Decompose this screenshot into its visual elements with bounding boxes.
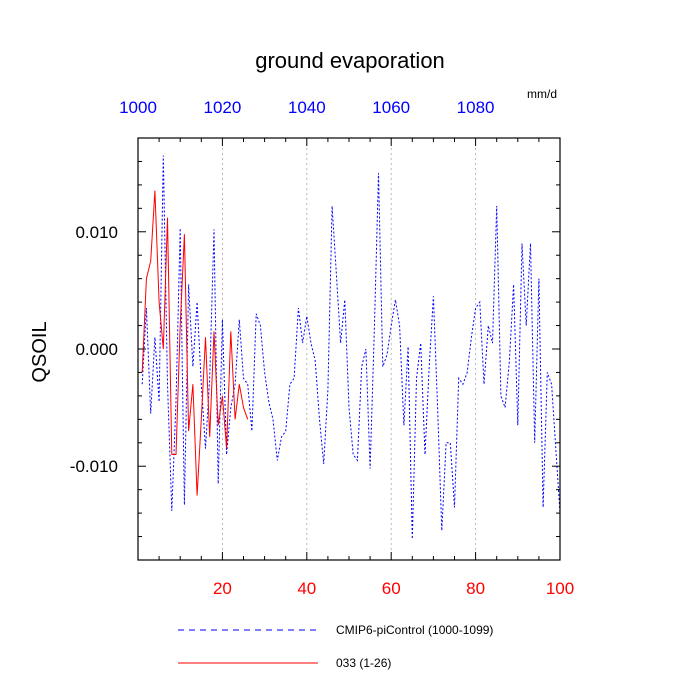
y-tick-label-0: -0.010 bbox=[70, 457, 118, 476]
y-axis-label: QSOIL bbox=[29, 321, 51, 382]
legend: CMIP6-piControl (1000-1099) 033 (1-26) bbox=[178, 623, 493, 670]
x-tick-label-3: 80 bbox=[466, 579, 485, 598]
plot-frame bbox=[137, 137, 561, 561]
top-x-tick-label-1: 1020 bbox=[203, 98, 241, 117]
legend-label-series1: CMIP6-piControl (1000-1099) bbox=[336, 623, 493, 637]
series-line-2 bbox=[141, 190, 249, 496]
top-x-tick-label-2: 1040 bbox=[288, 98, 326, 117]
x-tick-label-2: 60 bbox=[382, 579, 401, 598]
units-label: mm/d bbox=[527, 87, 557, 101]
axes-group: 20 40 60 80 100 1000 1020 1040 1060 1080 -0.010 0.0… bbox=[70, 98, 574, 598]
legend-label-series2: 033 (1-26) bbox=[336, 656, 391, 670]
x-tick-label-4: 100 bbox=[546, 579, 574, 598]
chart-title: ground evaporation bbox=[255, 48, 445, 73]
y-tick-label-2: 0.010 bbox=[75, 223, 118, 242]
y-tick-label-1: 0.000 bbox=[75, 340, 118, 359]
x-tick-label-0: 20 bbox=[213, 579, 232, 598]
grid-lines bbox=[221, 138, 477, 560]
x-tick-label-1: 40 bbox=[297, 579, 316, 598]
top-x-tick-label-3: 1060 bbox=[372, 98, 410, 117]
series-group bbox=[141, 155, 561, 539]
top-x-tick-label-4: 1080 bbox=[457, 98, 495, 117]
top-x-tick-label-0: 1000 bbox=[119, 98, 157, 117]
